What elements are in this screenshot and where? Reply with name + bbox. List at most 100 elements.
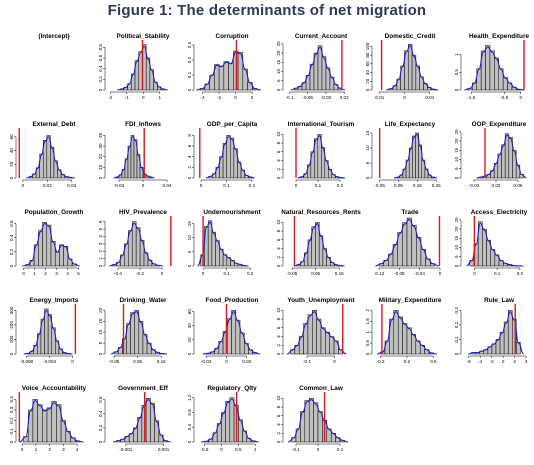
- x-tick-label: 0.5: [235, 447, 242, 452]
- histogram-bar: [402, 323, 408, 355]
- y-tick-label: 0: [9, 176, 14, 179]
- x-tick-label: -0.04: [114, 183, 125, 188]
- y-tick-label: 25: [276, 41, 281, 47]
- y-tick-label: 60: [365, 61, 370, 67]
- y-tick-label: 0: [276, 264, 281, 267]
- x-tick-label: 0.1: [223, 271, 230, 276]
- density-line: [196, 51, 261, 91]
- histogram-bar: [149, 69, 154, 91]
- histogram-bar: [329, 336, 335, 355]
- y-tick-label: 10: [365, 145, 370, 151]
- histogram-panel: Military_Expenditure 0 0.5 1 1.5 2 -0.2 0.2 0.6: [365, 297, 442, 364]
- x-tick-label: 0: [439, 271, 442, 276]
- panel-title: Access_Electricity: [471, 209, 528, 216]
- x-tick-label: 1: [35, 447, 38, 452]
- panel-title: (Intercept): [38, 33, 69, 40]
- density-line: [202, 310, 261, 355]
- panel-title: FDI_Inflows: [125, 121, 161, 128]
- x-tick-label: 0: [22, 183, 25, 188]
- density-line: [468, 311, 524, 355]
- y-tick-label: 20: [454, 138, 459, 144]
- density-line: [394, 133, 437, 179]
- y-tick-label: 2: [276, 344, 281, 347]
- histogram-bar: [37, 404, 43, 443]
- x-tick-label: 0: [473, 271, 476, 276]
- x-tick-label: -0.05: [374, 183, 385, 188]
- density-line: [290, 46, 346, 91]
- y-tick-label: 20: [365, 78, 370, 84]
- density-line: [287, 399, 348, 443]
- y-tick-label: 0: [98, 352, 103, 355]
- y-tick-label: 0: [98, 440, 103, 443]
- histogram-panel: Access_Electricity 0 5 10 15 20 25 0 0.1 0.2: [454, 209, 528, 276]
- histogram-panel: Regulatory_Qlty 0 0.4 0.8 1.2 -0.5 0 0.5 1: [187, 385, 259, 452]
- x-tick-label: 0: [333, 359, 336, 364]
- panel-title: Health_Expenditure: [469, 33, 529, 40]
- y-tick-label: 15: [276, 59, 281, 65]
- histogram-panel: OOP_Expenditure 0 5 10 15 20 25 -0.02 0.02 0.06: [454, 121, 527, 188]
- y-tick-label: 200: [9, 321, 14, 329]
- x-tick-label: 0: [234, 95, 237, 100]
- panel-title: Regulatory_Qlty: [207, 385, 257, 392]
- x-tick-label: -6: [467, 359, 472, 364]
- y-tick-label: 10: [276, 307, 281, 313]
- y-tick-label: 6: [276, 326, 281, 329]
- histogram-bar: [406, 217, 412, 267]
- histogram-panel: International_Tourism 0 2 4 6 8 10 0 0.1 0.2: [276, 121, 355, 188]
- histogram-bar: [320, 327, 326, 355]
- y-tick-label: 0.3: [454, 307, 459, 314]
- y-tick-label: 6: [276, 150, 281, 153]
- y-tick-label: 2: [276, 168, 281, 171]
- y-tick-label: 0: [365, 352, 370, 355]
- y-tick-label: 4: [276, 159, 281, 162]
- histogram-bar: [402, 222, 408, 267]
- y-tick-label: 80: [365, 52, 370, 58]
- y-tick-label: 25: [454, 217, 459, 223]
- x-tick-label: 4: [525, 359, 528, 364]
- y-tick-label: 10: [276, 69, 281, 75]
- y-tick-label: 0.2: [9, 417, 14, 424]
- x-tick-label: -0.04: [414, 271, 425, 276]
- panel-title: Rule_Law: [484, 297, 514, 304]
- x-tick-label: 0.1: [315, 183, 322, 188]
- histogram-panel: Trade -0.12 -0.08 -0.04 0: [374, 209, 442, 276]
- y-tick-label: 0: [187, 176, 192, 179]
- x-tick-label: 4: [66, 271, 69, 276]
- panel-title: International_Tourism: [288, 121, 355, 128]
- x-tick-label: 0.2: [404, 359, 411, 364]
- panel-title: Voice_Accountability: [22, 385, 87, 392]
- x-tick-label: -0.5: [500, 95, 508, 100]
- x-tick-label: 3: [55, 271, 58, 276]
- y-tick-label: 0: [276, 352, 281, 355]
- histogram-panel: Rule_Law 0 0.1 0.2 0.3 -6 -4 -2 0 2 4: [454, 297, 528, 364]
- x-tick-label: -2: [108, 95, 113, 100]
- panel-title: Undernourishment: [203, 209, 261, 216]
- x-tick-label: -0.02: [321, 95, 332, 100]
- x-tick-label: 0: [142, 183, 145, 188]
- x-tick-label: -2: [217, 95, 222, 100]
- x-tick-label: 0: [220, 447, 223, 452]
- x-tick-label: -0.2: [136, 271, 144, 276]
- histogram-bar: [223, 61, 229, 91]
- y-tick-label: 2: [276, 256, 281, 259]
- histogram-panel: Political_Stability 0 0.2 0.4 0.6 0.8 -2 -1 0 1: [98, 33, 170, 100]
- density-line: [110, 311, 167, 355]
- y-tick-label: 20: [98, 154, 103, 160]
- y-tick-label: 20: [9, 161, 14, 167]
- x-tick-label: 0: [317, 447, 320, 452]
- histogram-panel: Government_Eff 0 0.2 0.4 0.6 -0.001 0.001: [98, 385, 171, 452]
- y-tick-label: 5: [365, 161, 370, 164]
- y-tick-label: 0: [276, 440, 281, 443]
- panel-title: Drinking_Water: [120, 297, 168, 304]
- panel-title: Corruption: [215, 33, 248, 40]
- density-line: [23, 309, 73, 355]
- x-tick-label: 0.2: [249, 183, 256, 188]
- x-tick-label: -0.1: [303, 359, 311, 364]
- y-tick-label: 0.5: [454, 69, 459, 76]
- x-tick-label: 0.06: [514, 183, 523, 188]
- x-tick-label: 0.001: [158, 447, 170, 452]
- x-tick-label: -0.2: [377, 359, 385, 364]
- panel-title: GDP_per_Capita: [207, 121, 258, 128]
- x-tick-label: 4: [76, 447, 79, 452]
- y-tick-label: 10: [98, 329, 103, 335]
